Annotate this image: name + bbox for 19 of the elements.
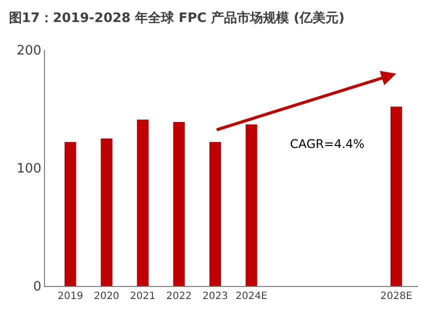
x-tick-label: 2024E (236, 291, 268, 302)
bar (64, 142, 76, 286)
y-tick-label: 100 (16, 162, 42, 177)
bar (136, 120, 149, 286)
chart-title: 图17：2019-2028 年全球 FPC 产品市场规模 (亿美元) (8, 10, 345, 26)
bar (390, 106, 402, 286)
x-tick-label: 2019 (58, 291, 84, 302)
x-tick-label: 2028E (380, 291, 412, 302)
bar (173, 122, 185, 286)
x-tick-label: 2023 (202, 291, 228, 302)
y-tick-label: 0 (33, 280, 42, 295)
x-tick-label: 2022 (166, 291, 192, 302)
x-tick-label: 2021 (130, 291, 156, 302)
annotation: CAGR=4.4% (290, 137, 365, 151)
bar (100, 138, 112, 286)
bar (246, 124, 258, 286)
y-tick-label: 200 (16, 44, 42, 59)
x-tick-label: 2020 (94, 291, 120, 302)
bar (209, 142, 221, 286)
